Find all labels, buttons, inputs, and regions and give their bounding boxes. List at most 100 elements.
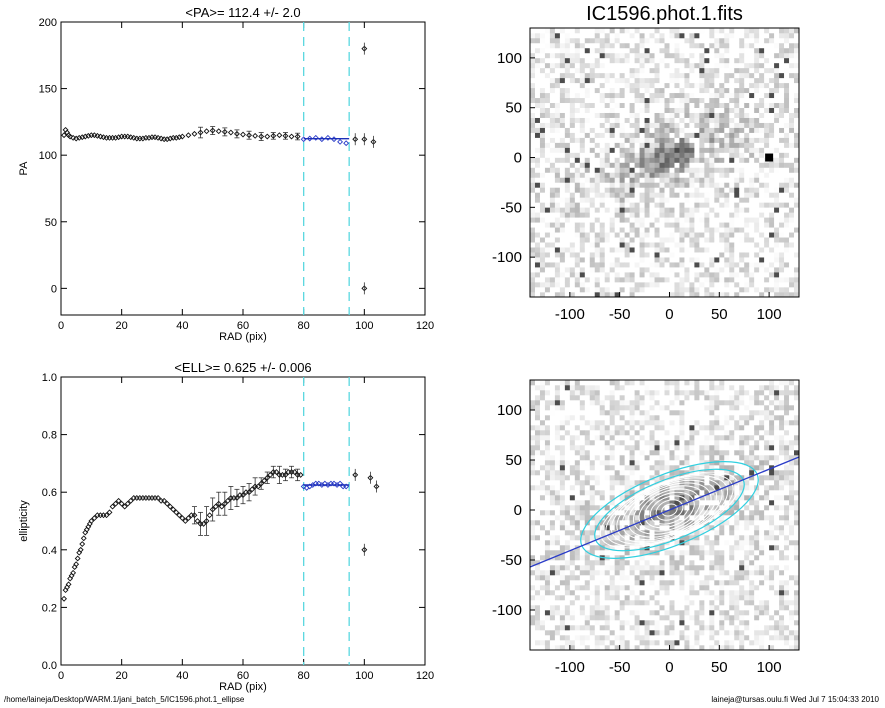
image-pixel [679,495,685,501]
image-pixel [794,172,800,178]
image-pixel [674,67,680,74]
image-pixel [644,157,650,163]
image-pixel [739,112,745,118]
image-pixel [739,57,745,64]
image-pixel [604,410,611,416]
image-pixel [639,57,645,64]
image-pixel [604,57,611,64]
image-pixel [654,102,660,109]
image-pixel [709,227,715,233]
image-pixel [779,282,785,288]
image-pixel [614,580,620,586]
image-pixel [564,395,571,401]
image-pixel [559,385,566,391]
image-pixel [559,520,566,526]
image-pixel [679,390,685,396]
image-pixel [634,570,640,576]
image-pixel [544,197,551,203]
image-pixel [589,107,596,113]
image-pixel [674,102,680,109]
image-pixel [549,485,556,491]
image-pixel [609,167,615,173]
image-pixel [759,267,765,273]
image-pixel [714,157,720,163]
image-pixel [679,445,685,451]
image-pixel [729,62,735,69]
image-pixel [639,62,645,69]
image-pixel [679,262,685,268]
image-pixel [769,257,775,263]
image-pixel [734,232,740,238]
image-pixel [579,540,586,546]
image-pixel [709,57,715,64]
image-pixel [639,460,645,466]
image-pixel [624,460,630,466]
image-pixel [724,167,730,173]
image-pixel [629,460,635,466]
image-pixel [769,197,775,203]
image-pixel [569,97,576,104]
image-pixel [754,62,760,69]
image-pixel [604,625,611,631]
x-tick-label: -50 [609,306,631,323]
image-pixel [629,162,635,168]
image-pixel [604,152,611,158]
image-pixel [539,122,546,128]
image-pixel [559,182,566,188]
image-pixel [704,162,710,168]
image-pixel [754,28,760,34]
image-pixel [619,530,625,536]
image-pixel [594,615,601,621]
image-pixel [694,187,700,193]
image-pixel [634,555,640,561]
image-pixel [724,132,730,138]
image-pixel [704,177,710,183]
fit-data-point [321,480,328,487]
image-pixel [539,615,546,621]
data-point [76,134,83,141]
image-pixel [649,232,655,238]
image-pixel [599,550,606,556]
image-pixel [659,610,665,616]
image-pixel [544,232,551,238]
image-pixel [699,37,705,44]
image-pixel [794,202,800,208]
image-pixel [784,227,790,233]
image-pixel [614,535,620,541]
image-pixel [629,192,635,198]
image-pixel [549,92,556,99]
image-pixel [644,510,650,516]
image-pixel [549,620,556,626]
image-pixel [709,32,715,39]
image-pixel [619,415,625,421]
image-pixel [534,515,541,521]
image-pixel [669,282,675,288]
image-pixel [664,630,670,636]
image-pixel [794,77,800,84]
image-pixel [634,535,640,541]
x-tick-label: 120 [416,320,434,332]
image-pixel [654,107,660,113]
image-pixel [564,97,571,104]
image-pixel [534,430,541,436]
image-pixel [609,92,615,99]
image-pixel [649,292,655,298]
image-pixel [759,142,765,148]
image-pixel [669,167,675,173]
image-pixel [694,282,700,288]
data-point [103,512,110,519]
image-pixel [689,112,695,118]
image-pixel [794,262,800,268]
image-pixel [629,182,635,188]
image-pixel [744,77,750,84]
image-pixel [639,455,645,461]
image-pixel [609,540,615,546]
image-pixel [569,137,576,143]
image-pixel [644,435,650,441]
image-pixel [694,32,700,39]
image-pixel [739,152,745,158]
image-pixel [530,242,536,248]
image-pixel [609,232,615,238]
image-pixel [584,430,591,436]
image-pixel [684,192,690,198]
